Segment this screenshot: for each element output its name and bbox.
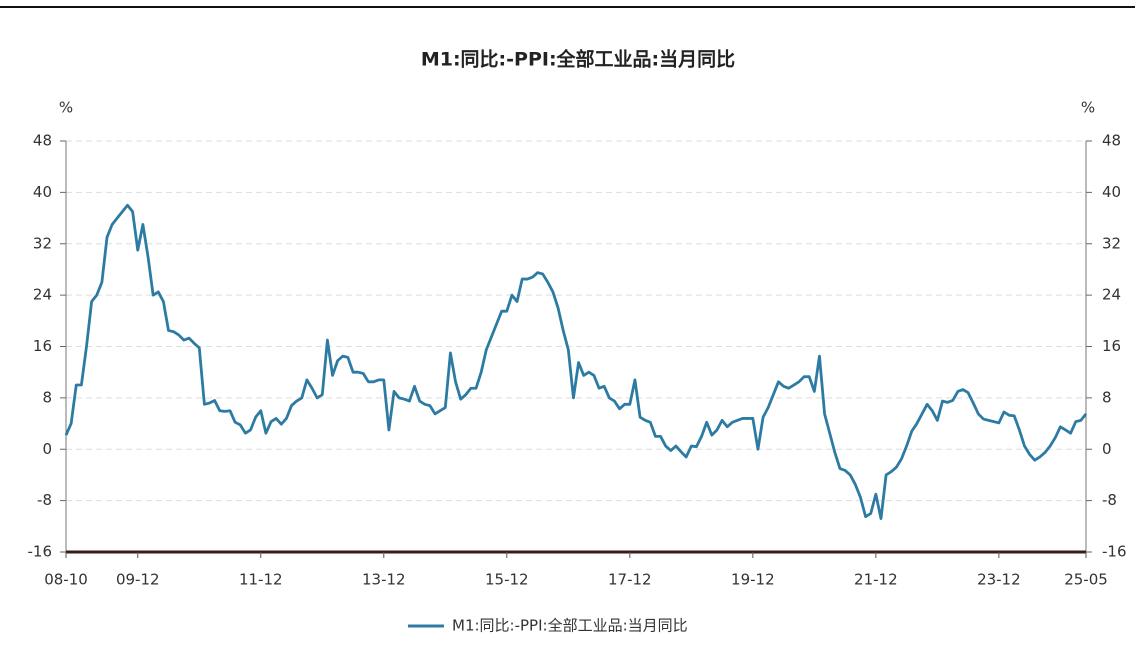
y-tick-label: 32 [33,234,52,252]
x-tick-label: 09-12 [116,571,160,589]
y2-tick-label: 32 [1102,234,1121,252]
x-tick-label: 19-12 [731,571,775,589]
y2-axis-label: % [1081,99,1095,117]
x-tick-label: 15-12 [485,571,529,589]
y2-tick-label: 24 [1102,286,1121,304]
chart-title: M1:同比:-PPI:全部工业品:当月同比 [421,48,735,71]
x-tick-label: 23-12 [977,571,1021,589]
legend-label: M1:同比:-PPI:全部工业品:当月同比 [452,617,688,635]
y-axis-label: % [59,99,73,117]
x-tick-label: 11-12 [239,571,283,589]
y-tick-label: 40 [33,183,52,201]
x-tick-label: 21-12 [854,571,898,589]
y2-tick-label: 48 [1102,132,1121,150]
y-tick-label: -16 [28,543,53,561]
y-tick-label: 0 [42,440,52,458]
x-tick-label: 25-05 [1064,571,1108,589]
y-tick-label: 8 [42,388,52,406]
x-tick-label: 17-12 [608,571,652,589]
data-line [64,203,1088,521]
y2-tick-label: 0 [1102,440,1112,458]
y-tick-label: -8 [37,491,52,509]
y2-tick-label: -8 [1102,491,1117,509]
y-tick-label: 24 [33,286,52,304]
y2-tick-label: -16 [1102,543,1127,561]
x-tick-label: 13-12 [362,571,406,589]
x-tick-label: 08-10 [44,571,88,589]
y2-tick-label: 40 [1102,183,1121,201]
y2-tick-label: 16 [1102,337,1121,355]
y-tick-label: 48 [33,132,52,150]
y2-tick-label: 8 [1102,388,1112,406]
y-tick-label: 16 [33,337,52,355]
